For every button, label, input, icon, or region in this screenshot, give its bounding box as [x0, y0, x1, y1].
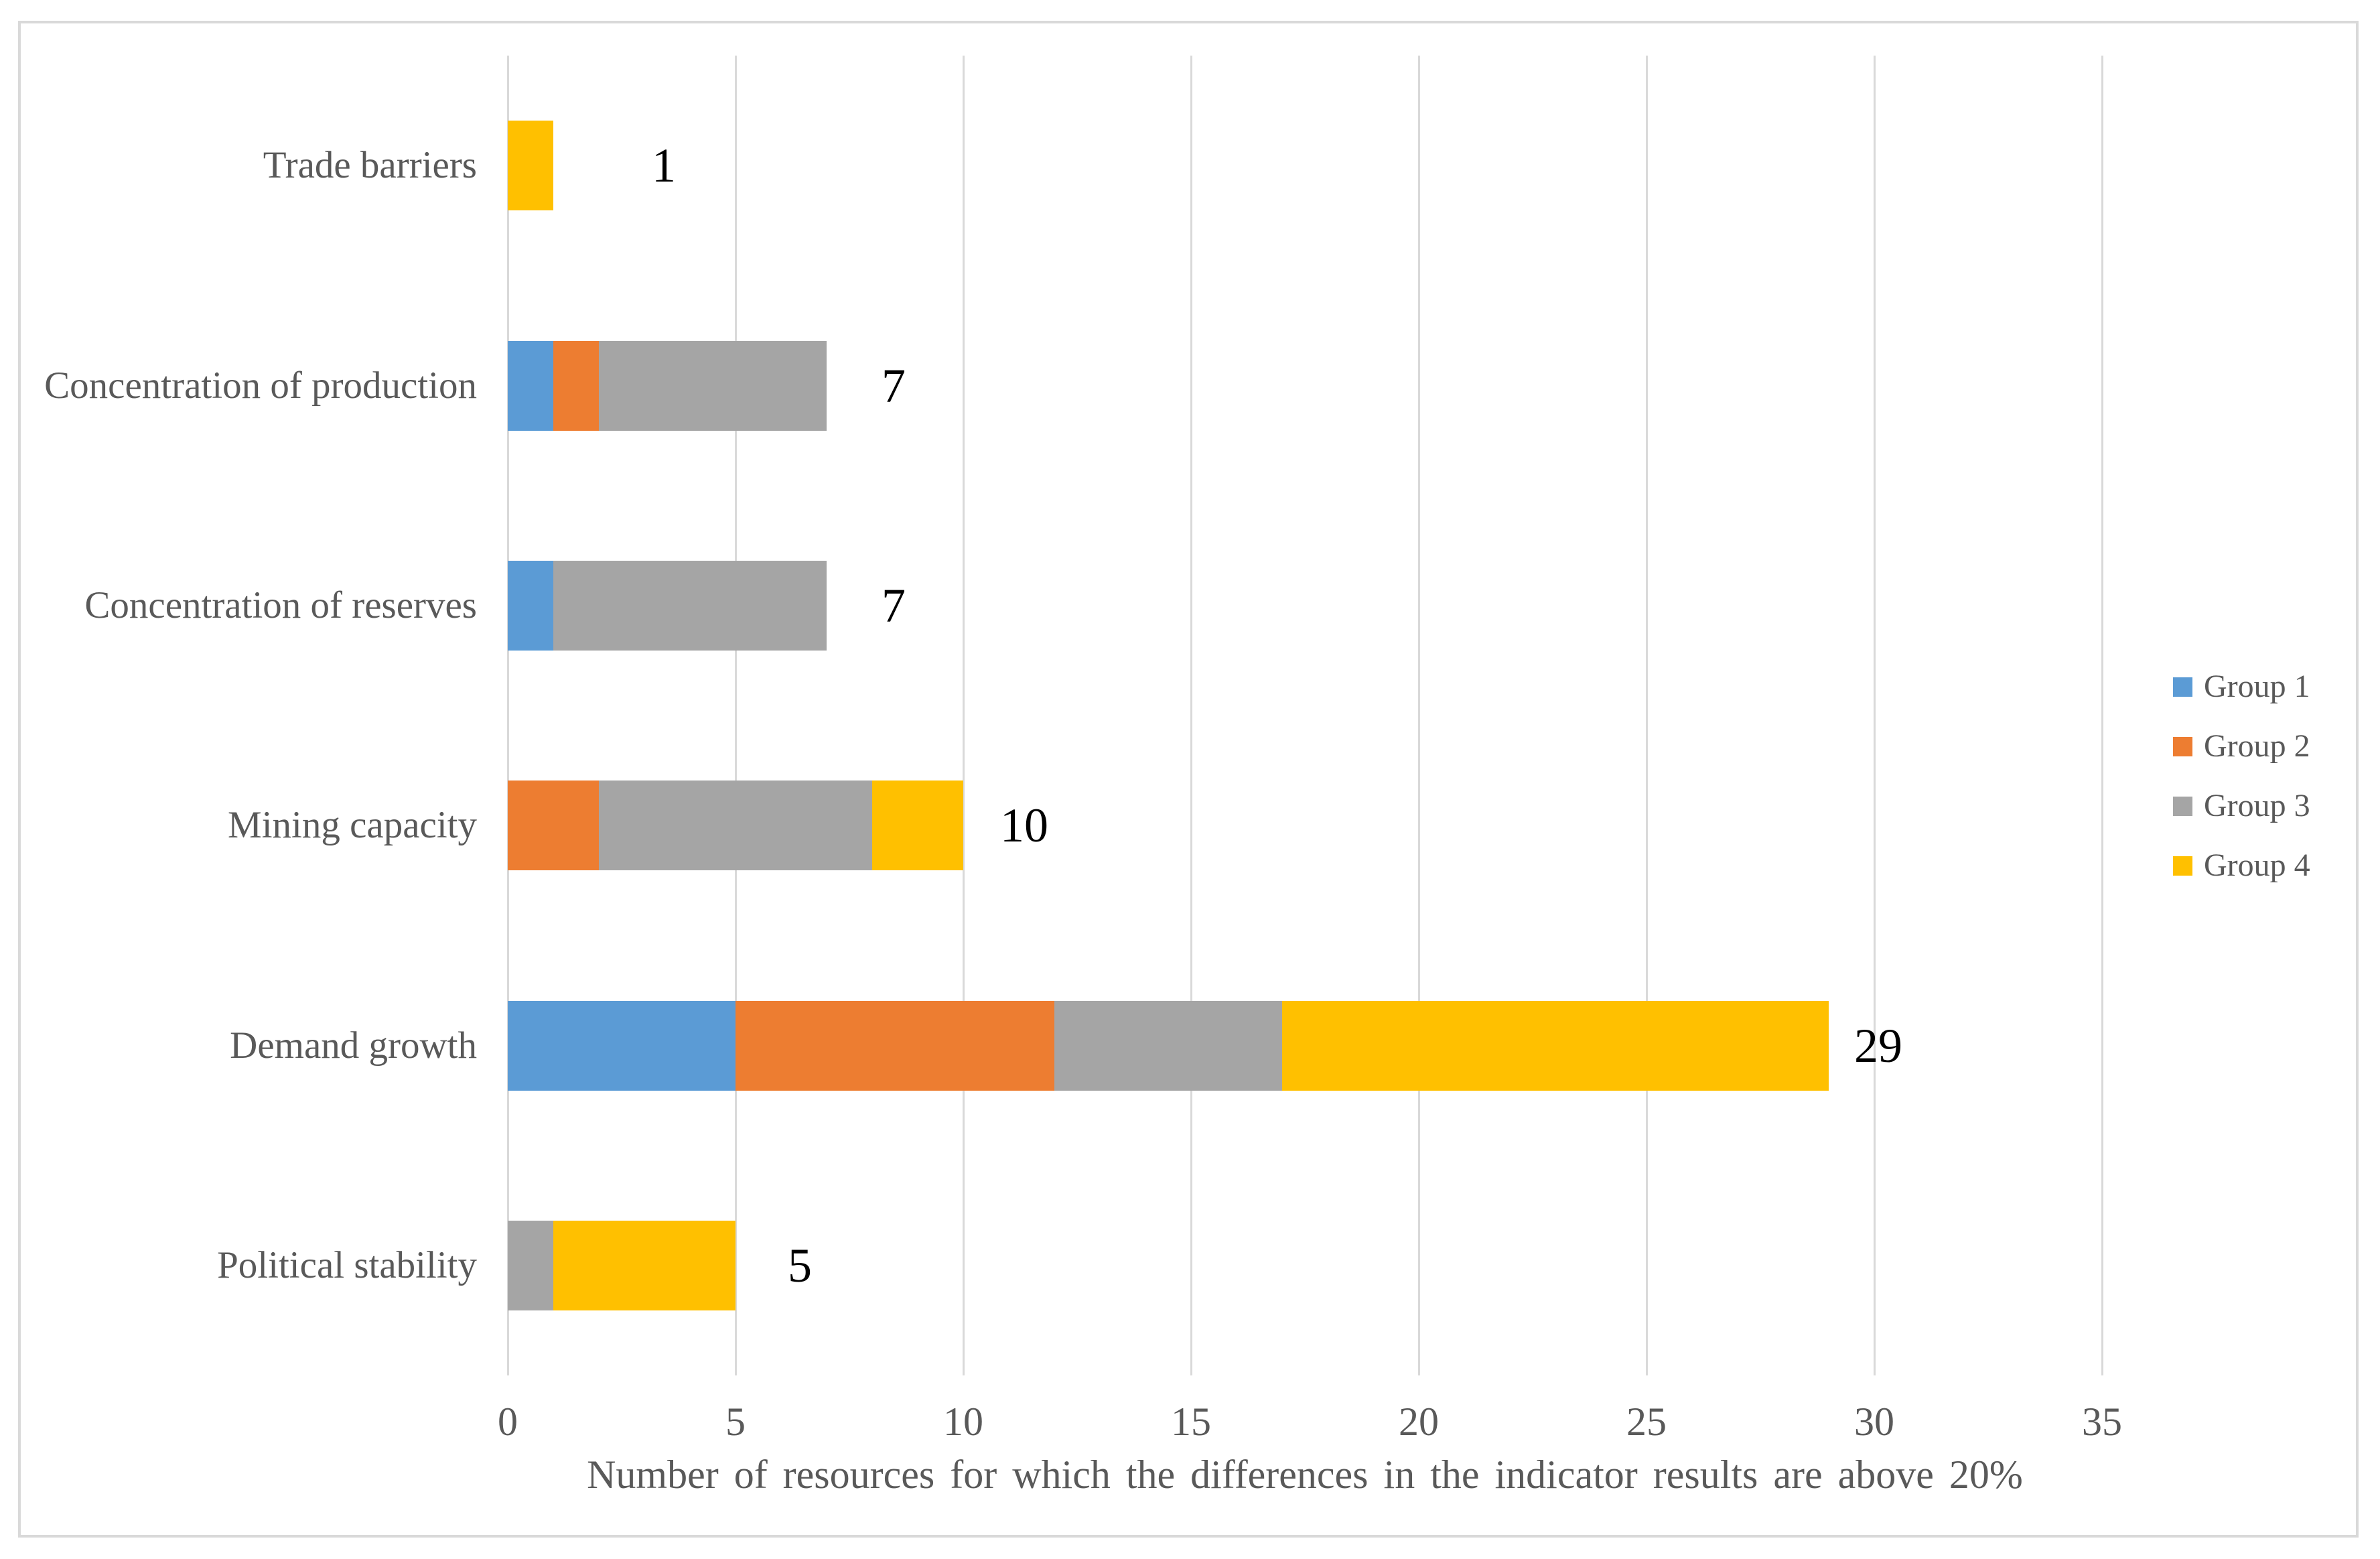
category-label-1: Concentration of production [44, 364, 477, 407]
x-tick-label-5: 5 [725, 1400, 746, 1444]
bar-row-5 [508, 1220, 736, 1310]
bar-segment-group-3 [599, 781, 872, 871]
bar-segment-group-4 [1282, 1000, 1829, 1091]
total-label-4: 29 [1854, 1018, 1902, 1073]
legend-label-group-4: Group 4 [2204, 848, 2310, 883]
total-label-1: 7 [882, 358, 906, 413]
legend-swatch-group-3 [2173, 796, 2192, 816]
total-label-5: 5 [788, 1238, 812, 1292]
gridline-x-30 [1874, 56, 1876, 1375]
bar-segment-group-3 [1054, 1000, 1282, 1091]
category-label-2: Concentration of reserves [84, 584, 477, 626]
bar-row-0 [508, 121, 553, 211]
gridline-x-0 [507, 56, 509, 1375]
legend-item-group-4: Group 4 [2173, 847, 2310, 884]
bar-segment-group-4 [553, 1220, 736, 1310]
category-label-0: Trade barriers [263, 144, 477, 187]
legend-label-group-1: Group 1 [2204, 669, 2310, 704]
legend-swatch-group-2 [2173, 736, 2192, 756]
total-label-0: 1 [652, 139, 676, 193]
bar-segment-group-2 [553, 340, 599, 431]
bar-segment-group-3 [599, 340, 827, 431]
gridline-x-20 [1418, 56, 1420, 1375]
gridline-x-15 [1190, 56, 1192, 1375]
gridline-x-10 [963, 56, 965, 1375]
total-label-3: 10 [1000, 799, 1048, 853]
bar-segment-group-3 [508, 1220, 553, 1310]
gridline-x-35 [2101, 56, 2103, 1375]
x-tick-label-25: 25 [1626, 1400, 1667, 1444]
x-tick-label-35: 35 [2082, 1400, 2122, 1444]
bar-row-1 [508, 340, 827, 431]
bar-segment-group-3 [553, 560, 827, 651]
category-label-3: Mining capacity [228, 804, 477, 847]
bar-row-4 [508, 1000, 1829, 1091]
x-tick-label-0: 0 [498, 1400, 518, 1444]
bar-row-3 [508, 781, 963, 871]
bar-segment-group-4 [508, 121, 553, 211]
x-tick-label-30: 30 [1854, 1400, 1894, 1444]
x-axis-title: Number of resources for which the differ… [587, 1452, 2023, 1497]
bar-row-2 [508, 560, 827, 651]
figure-border-frame [18, 21, 2359, 1538]
bar-segment-group-1 [508, 560, 553, 651]
legend-label-group-3: Group 3 [2204, 788, 2310, 823]
bar-segment-group-1 [508, 340, 553, 431]
legend-item-group-2: Group 2 [2173, 728, 2310, 765]
x-tick-label-15: 15 [1171, 1400, 1211, 1444]
category-label-4: Demand growth [230, 1024, 477, 1067]
bar-segment-group-4 [872, 781, 963, 871]
x-tick-label-20: 20 [1399, 1400, 1439, 1444]
gridline-x-25 [1646, 56, 1648, 1375]
legend-item-group-1: Group 1 [2173, 668, 2310, 705]
bar-segment-group-2 [508, 781, 599, 871]
bar-segment-group-2 [736, 1000, 1054, 1091]
legend-swatch-group-1 [2173, 677, 2192, 697]
category-label-5: Political stability [217, 1243, 477, 1286]
legend-item-group-3: Group 3 [2173, 787, 2310, 825]
gridline-x-5 [735, 56, 737, 1375]
legend-swatch-group-4 [2173, 856, 2192, 876]
total-label-2: 7 [882, 578, 906, 632]
legend-label-group-2: Group 2 [2204, 728, 2310, 764]
x-tick-label-10: 10 [943, 1400, 983, 1444]
bar-segment-group-1 [508, 1000, 736, 1091]
